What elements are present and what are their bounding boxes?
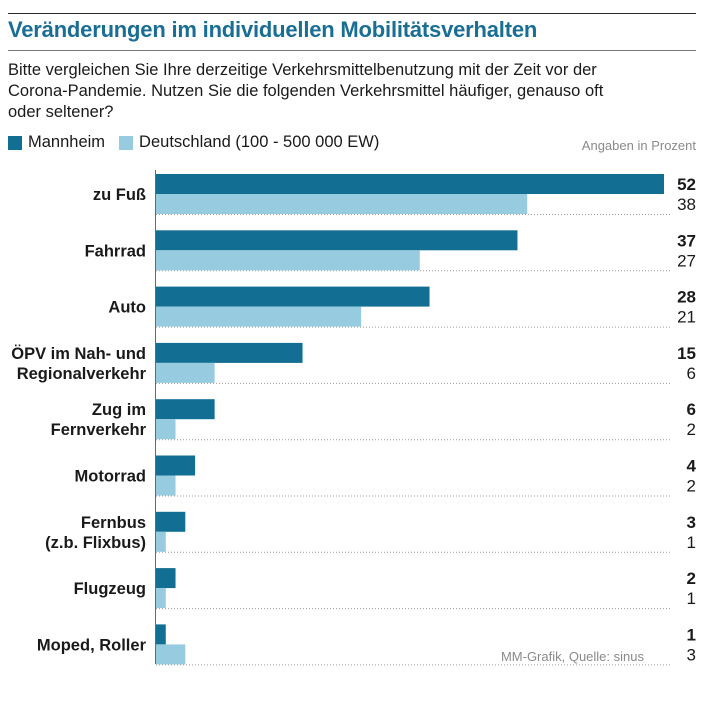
bar-mannheim-cat-3 <box>156 342 303 363</box>
value-label-deutschland-cat-8: 3 <box>687 645 696 664</box>
legend-label-mannheim: Mannheim <box>28 133 106 151</box>
category-label-line: Flugzeug <box>74 580 146 598</box>
bar-mannheim-cat-7 <box>156 568 176 589</box>
bar-deutschland-cat-0 <box>156 194 528 214</box>
legend-swatch-deutschland <box>119 135 134 150</box>
category-label-line: ÖPV im Nah- und <box>11 344 146 363</box>
category-label-line: Fahrrad <box>85 242 146 260</box>
category-label-line: Moped, Roller <box>37 636 147 654</box>
top-rule <box>8 13 696 14</box>
category-label-cat-1: Fahrrad <box>85 242 146 260</box>
value-label-deutschland-cat-4: 2 <box>687 420 696 439</box>
category-label-line: Fernverkehr <box>51 421 147 439</box>
value-label-deutschland-cat-0: 38 <box>677 195 696 214</box>
value-label-deutschland-cat-6: 1 <box>687 533 696 552</box>
bar-mannheim-cat-6 <box>156 511 186 532</box>
value-label-mannheim-cat-0: 52 <box>677 175 696 194</box>
category-label-line: Fernbus <box>81 514 146 532</box>
value-label-mannheim-cat-8: 1 <box>687 625 696 644</box>
value-label-deutschland-cat-5: 2 <box>687 477 696 496</box>
category-label-cat-8: Moped, Roller <box>37 636 147 654</box>
value-label-mannheim-cat-6: 3 <box>687 513 696 532</box>
bar-mannheim-cat-0 <box>156 174 664 194</box>
bar-deutschland-cat-4 <box>156 419 176 440</box>
category-label-line: Zug im <box>92 401 146 419</box>
bar-deutschland-cat-8 <box>156 644 186 665</box>
bar-mannheim-cat-1 <box>156 230 518 251</box>
value-label-deutschland-cat-1: 27 <box>677 251 696 270</box>
legend-swatch-mannheim <box>8 135 22 150</box>
category-label-cat-6: Fernbus (z.b. Flixbus) <box>45 514 146 552</box>
value-label-mannheim-cat-4: 6 <box>687 400 696 419</box>
value-label-deutschland-cat-7: 1 <box>687 589 696 608</box>
value-label-mannheim-cat-5: 4 <box>687 457 697 476</box>
bar-mannheim-cat-2 <box>156 286 430 307</box>
bar-deutschland-cat-1 <box>156 250 420 271</box>
category-label-line: Regionalverkehr <box>17 365 147 383</box>
category-label-cat-5: Motorrad <box>75 468 147 486</box>
value-label-mannheim-cat-2: 28 <box>677 288 696 307</box>
bar-deutschland-cat-6 <box>156 531 166 552</box>
value-label-deutschland-cat-3: 6 <box>687 364 696 383</box>
bar-deutschland-cat-5 <box>156 475 176 496</box>
bar-deutschland-cat-3 <box>156 362 215 383</box>
bar-deutschland-cat-2 <box>156 306 362 327</box>
category-label-cat-2: Auto <box>108 299 146 317</box>
bar-mannheim-cat-5 <box>156 455 196 476</box>
unit-note: Angaben in Prozent <box>581 138 696 153</box>
category-label-cat-7: Flugzeug <box>74 580 146 598</box>
legend-item-deutschland: Deutschland (100 - 500 000 EW) <box>119 133 379 152</box>
value-label-mannheim-cat-7: 2 <box>687 569 696 588</box>
bar-mannheim-cat-8 <box>156 624 166 645</box>
value-label-mannheim-cat-1: 37 <box>677 231 696 250</box>
value-label-deutschland-cat-2: 21 <box>677 308 696 327</box>
bar-deutschland-cat-7 <box>156 588 166 609</box>
category-label-line: zu Fuß <box>93 186 146 204</box>
title-rule <box>8 50 696 51</box>
category-label-cat-3: ÖPV im Nah- und Regionalverkehr <box>11 344 146 383</box>
category-label-cat-0: zu Fuß <box>93 186 146 204</box>
chart-title: Veränderungen im individuellen Mobilität… <box>8 17 538 42</box>
category-label-cat-4: Zug im Fernverkehr <box>51 401 147 439</box>
category-label-line: Auto <box>108 299 146 317</box>
bar-mannheim-cat-4 <box>156 399 215 420</box>
category-label-line: Motorrad <box>75 468 147 486</box>
legend: Mannheim Deutschland (100 - 500 000 EW) <box>8 133 393 152</box>
value-label-mannheim-cat-3: 15 <box>677 344 696 363</box>
legend-item-mannheim: Mannheim <box>8 133 105 152</box>
legend-label-deutschland: Deutschland (100 - 500 000 EW) <box>139 133 380 151</box>
category-label-line: (z.b. Flixbus) <box>45 534 146 552</box>
source-note: MM-Grafik, Quelle: sinus <box>500 649 644 664</box>
chart-subtitle: Bitte vergleichen Sie Ihre derzeitige Ve… <box>8 61 604 121</box>
